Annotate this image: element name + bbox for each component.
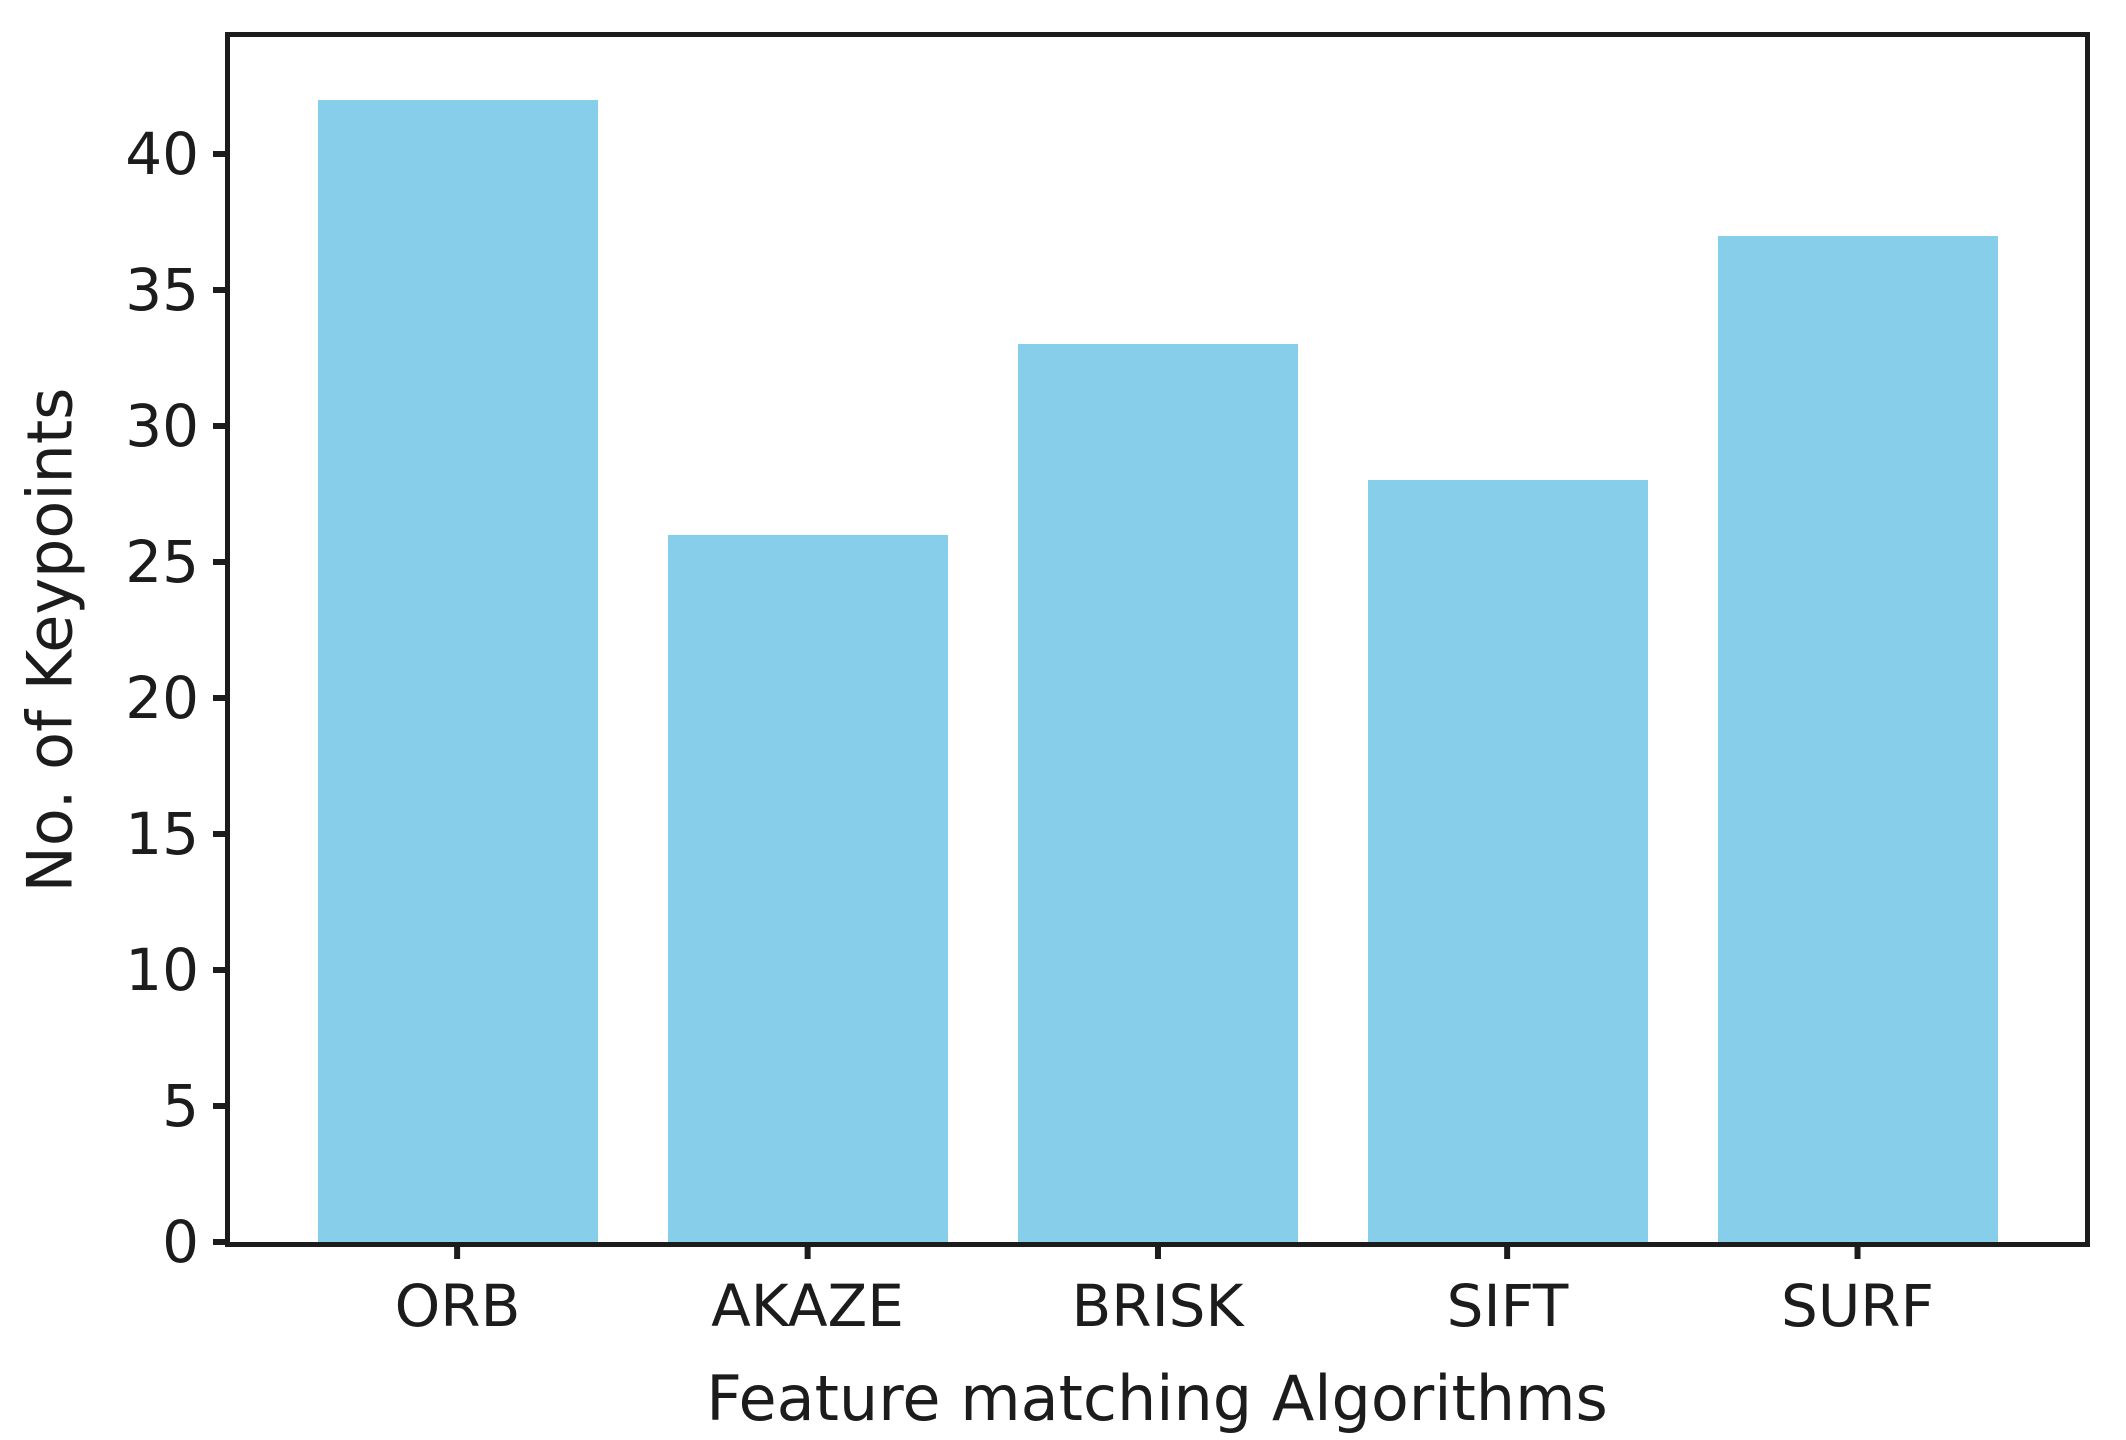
y-axis-label: No. of Keypoints <box>13 387 87 893</box>
y-tick-mark <box>213 694 230 701</box>
y-tick-mark <box>213 558 230 565</box>
x-tick-mark <box>454 1242 461 1259</box>
bar-brisk <box>1017 344 1298 1242</box>
y-tick-mark <box>213 1239 230 1245</box>
y-tick-5: 5 <box>162 1077 230 1135</box>
x-tick-mark <box>1504 1242 1511 1259</box>
y-tick-10: 10 <box>125 941 230 999</box>
x-tick-akaze: AKAZE <box>711 1242 904 1335</box>
y-tick-label: 25 <box>125 527 199 596</box>
y-tick-label: 15 <box>125 799 199 868</box>
y-tick-30: 30 <box>125 397 230 455</box>
y-tick-0: 0 <box>162 1213 230 1271</box>
y-tick-mark <box>213 966 230 973</box>
x-tick-label: BRISK <box>1071 1272 1244 1340</box>
y-tick-15: 15 <box>125 805 230 863</box>
bar-akaze <box>667 534 948 1242</box>
y-tick-label: 0 <box>162 1208 199 1276</box>
x-tick-label: SURF <box>1781 1272 1934 1340</box>
x-tick-brisk: BRISK <box>1071 1242 1244 1340</box>
y-tick-label: 20 <box>125 663 199 732</box>
y-tick-label: 5 <box>162 1071 199 1140</box>
y-tick-25: 25 <box>125 533 230 591</box>
x-tick-orb: ORB <box>394 1242 521 1340</box>
y-tick-mark <box>213 150 230 157</box>
x-tick-mark <box>1154 1242 1161 1259</box>
x-tick-label: AKAZE <box>711 1272 904 1340</box>
bar-surf <box>1717 235 1998 1242</box>
x-tick-surf: SURF <box>1781 1242 1934 1335</box>
y-tick-mark <box>213 286 230 293</box>
y-tick-label: 10 <box>125 935 199 1004</box>
bar-sift <box>1367 480 1648 1242</box>
y-tick-20: 20 <box>125 669 230 727</box>
y-tick-label: 30 <box>125 391 199 460</box>
x-tick-mark <box>804 1242 811 1259</box>
y-tick-mark <box>213 422 230 429</box>
y-tick-mark <box>213 1102 230 1109</box>
y-tick-label: 40 <box>125 119 199 188</box>
x-tick-mark <box>1854 1242 1861 1259</box>
y-tick-40: 40 <box>125 125 230 183</box>
x-tick-sift: SIFT <box>1446 1242 1569 1340</box>
bar-orb <box>317 99 598 1242</box>
x-axis-label: Feature matching Algorithms <box>706 1362 1608 1435</box>
x-tick-label: ORB <box>394 1272 521 1340</box>
y-tick-mark <box>213 830 230 837</box>
x-tick-label: SIFT <box>1446 1272 1569 1340</box>
y-tick-35: 35 <box>125 261 230 319</box>
y-tick-label: 35 <box>125 255 199 324</box>
plot-area: ORB AKAZE BRISK SIFT SURF 0 5 10 15 20 25 30 35 40 <box>125 32 2090 1335</box>
